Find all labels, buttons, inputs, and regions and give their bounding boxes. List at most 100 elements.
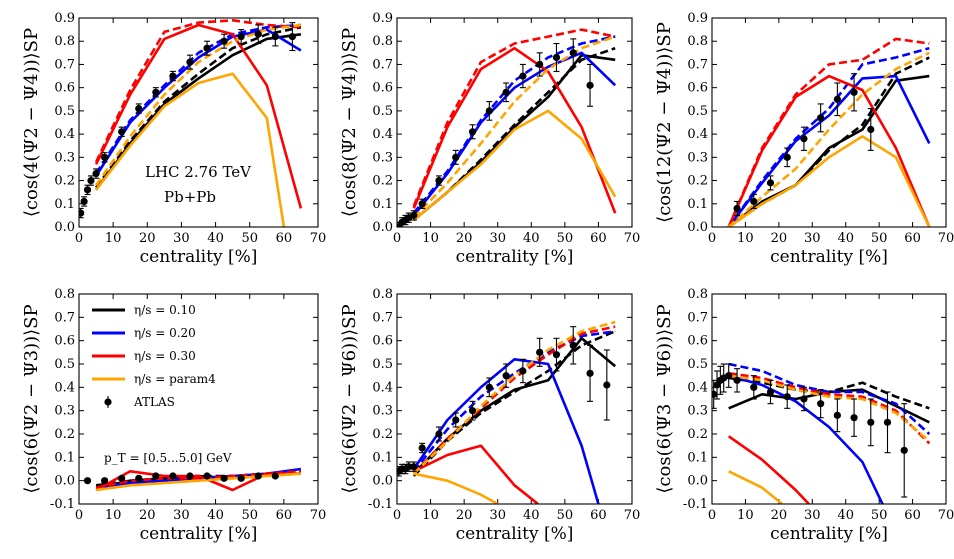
atlas-point (485, 107, 493, 115)
x-tick-label: 70 (310, 231, 327, 246)
atlas-point (468, 128, 477, 136)
panel-1: 0 10 20 30 40 50 60 70 0.0 0.1 0.2 0.3 0.4 0.5 0.6 0.7 0… (21, 11, 326, 267)
atlas-point (169, 72, 177, 80)
atlas-point (418, 200, 426, 208)
y-tick-label: 0.3 (54, 404, 75, 419)
legend-label: η/s = 0.30 (134, 349, 196, 363)
x-tick-label: 30 (804, 508, 821, 523)
atlas-point (817, 400, 825, 408)
atlas-point (569, 341, 577, 349)
y-tick-label: -0.1 (50, 497, 75, 512)
atlas-point (586, 369, 594, 377)
atlas-point (220, 474, 228, 482)
y-tick-label: 0.4 (372, 380, 393, 395)
series-line-8 (727, 51, 930, 227)
atlas-point (536, 60, 544, 69)
atlas-point (405, 463, 413, 471)
y-tick-label: 0.5 (687, 357, 708, 372)
series-line-1 (727, 74, 930, 227)
atlas-point (435, 430, 443, 438)
atlas-point (603, 381, 611, 389)
y-tick-label: 0.6 (687, 81, 708, 96)
x-tick-label: 10 (105, 508, 122, 523)
x-axis-label: centrality [%] (770, 247, 888, 267)
x-tick-label: 40 (523, 508, 540, 523)
atlas-point (733, 204, 741, 213)
legend-marker (104, 398, 112, 406)
series-line-3 (727, 74, 931, 227)
atlas-point (552, 53, 561, 62)
atlas-point (237, 474, 245, 482)
x-tick-label: 10 (105, 231, 122, 246)
x-tick-label: 70 (624, 231, 641, 246)
atlas-point (80, 197, 88, 206)
x-tick-label: 50 (241, 231, 258, 246)
y-axis-label: ⟨cos(8(Ψ2 − Ψ4))⟩SP (339, 28, 360, 217)
x-tick-label: 0 (708, 508, 716, 523)
series-line-8 (95, 472, 301, 492)
atlas-point (867, 418, 875, 426)
annotation-box: LHC 2.76 TeV Pb+Pb (145, 163, 252, 206)
x-tick-label: 60 (590, 231, 607, 246)
x-tick-label: 10 (737, 231, 754, 246)
x-tick-label: 40 (207, 508, 224, 523)
atlas-point (271, 472, 279, 480)
y-tick-label: 0.0 (54, 220, 75, 235)
y-tick-label: 0.5 (372, 357, 393, 372)
legend-label: η/s = 0.10 (134, 303, 196, 317)
plot-frame (396, 293, 633, 505)
series-line-6 (412, 325, 616, 475)
atlas-point (135, 104, 143, 113)
plot-frame (711, 17, 947, 228)
series-line-2 (95, 26, 302, 189)
series-line-7 (727, 135, 931, 227)
y-axis-label: ⟨cos(6(Ψ3 − Ψ6))⟩SP (654, 304, 675, 493)
atlas-point (552, 351, 561, 359)
atlas-point (750, 197, 758, 206)
y-tick-label: 0.8 (372, 287, 393, 302)
series-line-5 (727, 74, 931, 227)
y-tick-label: 0.2 (54, 174, 75, 189)
x-tick-label: 30 (804, 231, 821, 246)
atlas-point (883, 418, 892, 426)
x-tick-label: 40 (837, 231, 854, 246)
series-line-8 (728, 374, 931, 442)
atlas-point (101, 477, 109, 485)
atlas-point (712, 390, 718, 398)
atlas-point (237, 32, 245, 41)
atlas-point (288, 32, 296, 41)
atlas-point (502, 372, 510, 380)
series-line-5 (412, 46, 617, 214)
atlas-point (410, 211, 418, 219)
series-line-7 (412, 109, 617, 222)
y-tick-label: 0.1 (687, 197, 708, 212)
series-line-4 (412, 330, 616, 473)
x-tick-label: 60 (904, 231, 921, 246)
y-tick-label: 0.6 (372, 81, 393, 96)
x-tick-label: 30 (173, 231, 190, 246)
x-tick-label: 40 (523, 231, 540, 246)
y-tick-label: 0.9 (687, 11, 708, 26)
x-tick-label: 10 (422, 231, 439, 246)
x-tick-label: 20 (771, 508, 788, 523)
y-tick-label: 0.1 (372, 450, 393, 465)
y-tick-label: 0.2 (372, 427, 393, 442)
x-tick-label: 60 (590, 508, 607, 523)
y-tick-label: 0.3 (687, 404, 708, 419)
y-tick-label: 0.5 (687, 104, 708, 119)
series-line-4 (412, 35, 616, 214)
series-line-6 (95, 470, 301, 489)
legend-label: ATLAS (133, 395, 175, 409)
y-axis-label: ⟨cos(6(Ψ2 − Ψ6))⟩SP (339, 304, 360, 493)
atlas-point (850, 414, 858, 422)
atlas-point (750, 383, 758, 391)
series-line-3 (412, 51, 617, 217)
atlas-point (867, 125, 875, 134)
x-tick-label: 70 (310, 508, 327, 523)
atlas-point (169, 472, 177, 480)
y-tick-label: 0.3 (687, 150, 708, 165)
atlas-point (586, 81, 594, 89)
atlas-point (502, 88, 510, 96)
y-tick-label: 0.2 (687, 427, 708, 442)
x-tick-label: 0 (393, 231, 401, 246)
